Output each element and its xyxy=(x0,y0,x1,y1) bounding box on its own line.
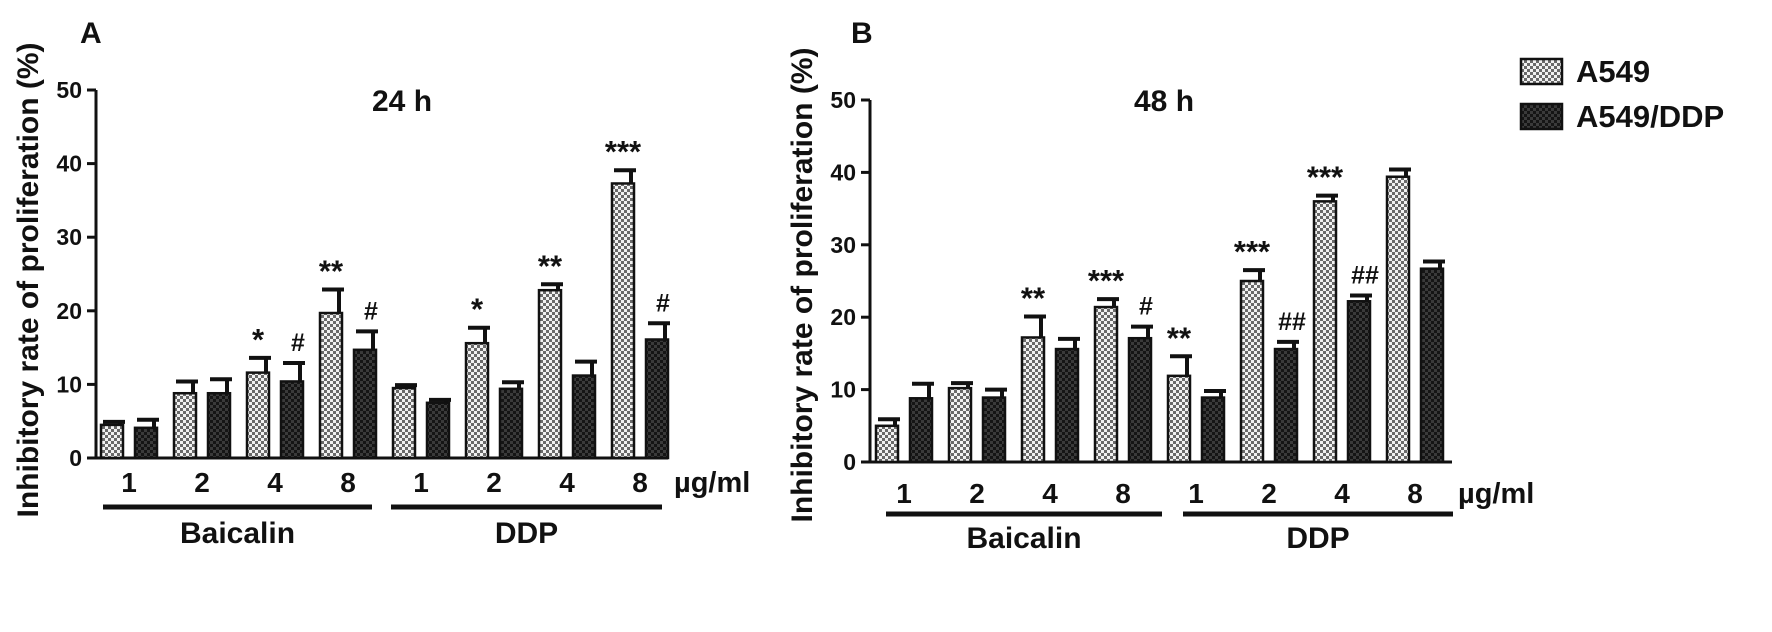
unit-label: µg/ml xyxy=(1458,478,1534,510)
bar-a549 xyxy=(1239,279,1265,464)
bar-a549 xyxy=(245,371,271,460)
annotation-a549: ** xyxy=(538,248,563,283)
annotation-a549: *** xyxy=(1088,263,1125,298)
x-tick-label: 4 xyxy=(559,467,575,498)
group-label: Baicalin xyxy=(966,522,1081,555)
x-tick-label: 8 xyxy=(632,467,648,498)
x-tick-label: 4 xyxy=(1334,478,1350,509)
bar-a549 xyxy=(1312,200,1338,464)
bar-a549 xyxy=(318,311,344,460)
legend-label-a549: A549 xyxy=(1576,54,1650,89)
bar-a549 xyxy=(1020,336,1046,464)
bar-a549-ddp xyxy=(644,338,670,460)
bar-a549 xyxy=(464,341,490,460)
bar-a549-ddp xyxy=(1054,347,1080,464)
annotation-a549: * xyxy=(252,322,265,357)
panel-a-24h: A 24 h Inhibitory rate of proliferation (%… xyxy=(12,17,750,550)
y-tick-label: 40 xyxy=(830,159,856,185)
y-tick-label: 20 xyxy=(830,304,856,330)
bar-a549-ddp xyxy=(425,401,451,460)
bar-a549-ddp xyxy=(279,380,305,460)
bar-a549 xyxy=(1093,305,1119,464)
group-label: DDP xyxy=(495,517,558,550)
annotation-a549-ddp: ## xyxy=(1351,261,1379,289)
x-tick-label: 8 xyxy=(1115,478,1131,509)
y-tick-label: 30 xyxy=(830,232,856,258)
x-tick-label: 1 xyxy=(1188,478,1204,509)
bar-a549-ddp xyxy=(1127,336,1153,464)
bar-a549-ddp xyxy=(206,391,232,460)
annotation-a549: ** xyxy=(1021,280,1046,315)
bar-a549 xyxy=(610,182,636,460)
bar-a549-ddp xyxy=(571,374,597,460)
bar-a549 xyxy=(99,423,125,460)
bar-a549 xyxy=(1166,374,1192,464)
bar-a549-ddp xyxy=(498,387,524,460)
y-tick-label: 40 xyxy=(56,151,82,177)
y-tick-label: 10 xyxy=(56,371,82,397)
bar-a549-ddp xyxy=(352,348,378,460)
y-axis-label: Inhibitory rate of proliferation (%) xyxy=(786,47,819,522)
bar-a549 xyxy=(172,391,198,460)
annotation-a549-ddp: # xyxy=(1139,293,1153,321)
y-tick-label: 50 xyxy=(56,77,82,103)
bar-a549 xyxy=(1385,175,1411,464)
bar-a549 xyxy=(947,386,973,464)
bar-a549 xyxy=(537,288,563,460)
group-label: Baicalin xyxy=(180,517,295,550)
x-tick-label: 1 xyxy=(413,467,429,498)
bar-a549-ddp xyxy=(1419,267,1445,464)
y-axis-label: Inhibitory rate of proliferation (%) xyxy=(12,42,45,517)
y-tick-label: 20 xyxy=(56,298,82,324)
panel-label: B xyxy=(851,17,873,50)
y-tick-label: 0 xyxy=(843,449,856,475)
bar-a549-ddp xyxy=(1346,300,1372,464)
x-tick-label: 1 xyxy=(121,467,137,498)
legend: A549 A549/DDP xyxy=(1519,54,1724,134)
y-tick-label: 10 xyxy=(830,377,856,403)
bar-a549-ddp xyxy=(1273,347,1299,464)
annotation-a549: *** xyxy=(1234,234,1271,269)
x-tick-label: 8 xyxy=(340,467,356,498)
annotation-a549: ** xyxy=(1167,320,1192,355)
bar-a549-ddp xyxy=(133,426,159,460)
annotation-a549-ddp: # xyxy=(364,297,378,325)
annotation-a549: * xyxy=(471,292,484,327)
x-tick-label: 2 xyxy=(969,478,985,509)
annotation-a549-ddp: # xyxy=(291,329,305,357)
annotation-a549: *** xyxy=(1307,160,1344,195)
x-tick-label: 4 xyxy=(267,467,283,498)
legend-swatch-a549 xyxy=(1519,57,1564,86)
panel-b-48h: B 48 h Inhibitory rate of proliferation (%… xyxy=(786,17,1534,555)
y-tick-label: 30 xyxy=(56,224,82,250)
bar-a549-ddp xyxy=(1200,396,1226,464)
bar-a549 xyxy=(874,424,900,464)
x-tick-label: 2 xyxy=(1261,478,1277,509)
unit-label: µg/ml xyxy=(674,467,750,499)
chart-title: 48 h xyxy=(1134,85,1194,118)
annotation-a549-ddp: # xyxy=(656,289,670,317)
x-tick-label: 2 xyxy=(194,467,210,498)
bar-a549-ddp xyxy=(981,396,1007,464)
group-label: DDP xyxy=(1286,522,1349,555)
x-tick-label: 4 xyxy=(1042,478,1058,509)
x-tick-label: 8 xyxy=(1407,478,1423,509)
panel-label: A xyxy=(80,17,102,50)
legend-swatch-a549-ddp xyxy=(1519,102,1564,131)
annotation-a549-ddp: ## xyxy=(1278,308,1306,336)
bar-a549 xyxy=(391,386,417,460)
chart-title: 24 h xyxy=(372,85,432,118)
y-tick-label: 50 xyxy=(830,87,856,113)
x-tick-label: 2 xyxy=(486,467,502,498)
legend-label-a549-ddp: A549/DDP xyxy=(1576,99,1724,134)
bar-a549-ddp xyxy=(908,397,934,464)
annotation-a549: ** xyxy=(319,253,344,288)
x-tick-label: 1 xyxy=(896,478,912,509)
annotation-a549: *** xyxy=(605,134,642,169)
y-tick-label: 0 xyxy=(69,445,82,471)
